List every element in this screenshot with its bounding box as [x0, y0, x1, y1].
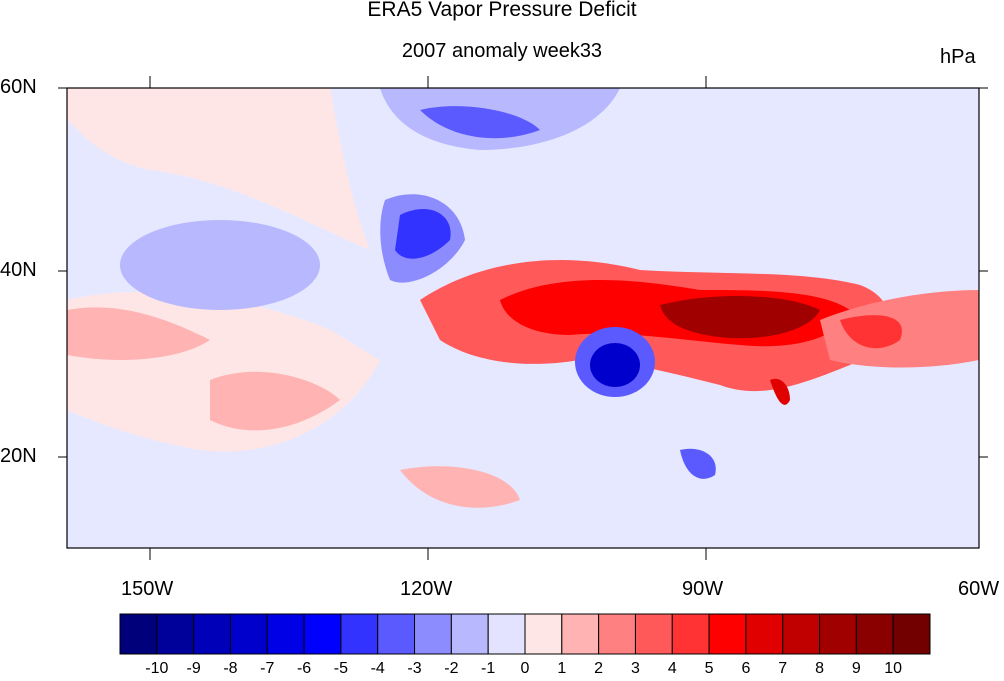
map-frame	[66, 87, 980, 549]
colorbar-label: 2	[594, 660, 604, 677]
colorbar-label: 0	[520, 660, 530, 677]
colorbar-swatch	[745, 613, 784, 655]
colorbar-label: 1	[557, 660, 567, 677]
colorbar-swatch	[634, 613, 673, 655]
colorbar-swatch	[156, 613, 195, 655]
anomaly-texas-core	[590, 343, 640, 387]
lat-label-20n: 20N	[0, 445, 37, 467]
colorbar-label: -9	[186, 660, 201, 677]
colorbar-label: 4	[667, 660, 677, 677]
lon-label-90w: 90W	[682, 578, 724, 600]
colorbar-swatch	[708, 613, 747, 655]
colorbar-label: -8	[223, 660, 238, 677]
colorbar-swatch	[119, 613, 158, 655]
colorbar-label: -3	[407, 660, 422, 677]
colorbar-swatch	[303, 613, 342, 655]
anomaly-northwest-deep	[395, 209, 451, 259]
colorbar-swatch	[892, 613, 931, 655]
colorbar-label: -2	[444, 660, 459, 677]
lon-ticks	[149, 76, 707, 560]
colorbar-label: 9	[851, 660, 861, 677]
lat-label-40n: 40N	[0, 259, 37, 281]
lon-label-120w: 120W	[400, 578, 453, 600]
colorbar-swatch	[819, 613, 857, 655]
colorbar-swatch	[377, 613, 416, 655]
colorbar-swatch	[266, 613, 305, 655]
colorbar-swatch	[782, 613, 821, 655]
lon-label-150w: 150W	[121, 578, 174, 600]
map-subtitle: 2007 anomaly week33	[401, 40, 603, 62]
anomaly-northeast-pacific	[67, 88, 370, 250]
colorbar-label: -7	[260, 660, 275, 677]
lat-ticks	[58, 87, 988, 458]
colorbar-swatch	[450, 613, 489, 655]
colorbar-label: 6	[741, 660, 751, 677]
colorbar-swatch	[487, 613, 526, 655]
colorbar-label: -1	[481, 660, 496, 677]
lon-label-60w: 60W	[958, 578, 1000, 600]
anomaly-atlantic-core	[840, 315, 902, 349]
anomaly-pacific-band	[67, 307, 210, 360]
anomaly-pacific-blue	[120, 220, 320, 310]
colorbar-label: -10	[145, 660, 169, 677]
colorbar-label: 5	[704, 660, 714, 677]
colorbar-swatch	[671, 613, 710, 655]
anomaly-mexico	[400, 466, 520, 508]
colorbar-label: 7	[778, 660, 788, 677]
colorbar-swatch	[855, 613, 894, 655]
colorbar-label: -4	[370, 660, 385, 677]
colorbar-label: 10	[884, 660, 903, 677]
colorbar-label: -5	[333, 660, 349, 677]
colorbar-swatch	[561, 613, 600, 655]
anomaly-southeast-core	[660, 295, 820, 339]
map-title: ERA5 Vapor Pressure Deficit	[367, 0, 637, 21]
colorbar-swatch	[598, 613, 636, 655]
colorbar	[119, 613, 931, 655]
colorbar-label: 3	[631, 660, 640, 677]
colorbar-swatch	[414, 613, 452, 655]
colorbar-swatch	[229, 613, 268, 655]
colorbar-swatch	[524, 613, 563, 655]
colorbar-swatch	[340, 613, 379, 655]
anomaly-mexico-blue	[680, 448, 716, 479]
units-label: hPa	[940, 46, 976, 68]
colorbar-label: 8	[815, 660, 824, 677]
anomaly-florida	[770, 378, 790, 405]
anomaly-canada-deep	[420, 106, 540, 139]
colorbar-swatch	[193, 613, 231, 655]
colorbar-label: -6	[296, 660, 312, 677]
lat-label-60n: 60N	[0, 76, 37, 98]
anomaly-pacific-patch	[210, 371, 340, 431]
